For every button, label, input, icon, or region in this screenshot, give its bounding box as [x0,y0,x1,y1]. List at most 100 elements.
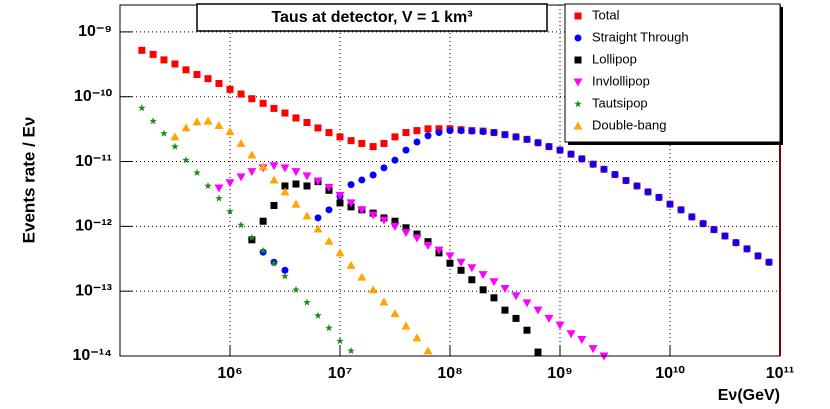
data-point [567,150,575,158]
data-point [402,224,410,232]
data-point [313,224,323,233]
x-tick-label: 10⁸ [437,365,462,382]
legend-label: Total [592,7,620,22]
data-point [214,120,224,129]
data-point [281,109,289,117]
data-point [533,306,543,315]
data-point [314,214,322,222]
data-point [511,292,521,301]
title-box [196,3,548,32]
data-point [589,160,597,168]
data-point [555,321,565,330]
x-tick-label: 10⁹ [547,365,572,382]
legend-label: Tautsipop [592,95,648,110]
data-point [390,222,400,231]
data-point [522,299,532,308]
data-point [413,127,421,135]
data-point [501,306,509,314]
data-point [402,146,410,154]
data-point [655,193,663,201]
legend-label: Lollipop [592,51,637,66]
data-point [435,129,443,137]
data-point [281,182,289,190]
data-point [347,137,355,145]
data-point [138,103,146,112]
data-point [270,104,278,112]
x-tick-label: 10¹¹ [766,365,794,382]
data-point [237,220,245,229]
data-point [390,309,400,318]
data-point [347,181,355,189]
data-point [292,114,300,122]
data-point [248,95,256,103]
data-point [181,123,191,132]
data-point [699,220,707,228]
data-point [204,181,212,190]
data-point [171,60,179,68]
data-point [500,284,510,293]
data-point [456,258,466,267]
data-point [160,56,168,64]
data-point [423,241,433,250]
data-point [413,138,421,146]
data-point [346,199,356,208]
data-point [280,164,290,173]
data-point [215,79,223,87]
data-point [357,206,367,215]
data-point [149,50,157,58]
data-point [303,119,311,127]
data-point [413,230,421,238]
data-point [523,135,531,143]
data-point [292,180,300,188]
data-point [303,182,311,190]
data-point [479,128,487,136]
data-point [291,168,301,177]
data-point [170,132,180,141]
data-point [677,206,685,214]
plot-area [120,5,781,361]
data-point [544,314,554,323]
data-point [402,129,410,137]
data-point [281,266,289,274]
data-point [666,200,674,208]
data-point [423,346,433,355]
data-point [368,285,378,294]
data-point [435,125,443,133]
data-point [236,173,246,182]
data-point [335,248,345,257]
data-point [446,127,454,135]
legend-marker [573,78,583,87]
data-point [534,139,542,147]
data-point [270,201,278,209]
data-point [478,271,488,280]
data-point [468,127,476,135]
data-point [688,213,696,221]
data-point [424,238,432,246]
data-point [577,335,587,344]
data-point [281,272,289,280]
data-point [358,139,366,147]
chart-title: Taus at detector, V = 1 km³ [271,9,472,26]
y-tick-label: 10⁻¹³ [75,282,112,299]
data-point [600,165,608,173]
data-point [236,138,246,147]
data-point [743,245,751,253]
data-point [468,276,476,284]
data-point [765,258,773,266]
data-point [721,232,729,240]
data-point [259,246,267,255]
data-point [225,127,235,136]
legend-marker [574,34,582,42]
data-point [512,133,520,141]
x-tick-label: 10⁷ [328,365,352,382]
data-point [501,131,509,139]
data-point [424,125,432,133]
data-point [226,207,234,215]
data-point [424,132,432,140]
data-point [280,187,290,196]
legend-marker [574,12,582,20]
data-point [259,217,267,225]
data-point [357,272,367,281]
data-point [292,285,300,294]
